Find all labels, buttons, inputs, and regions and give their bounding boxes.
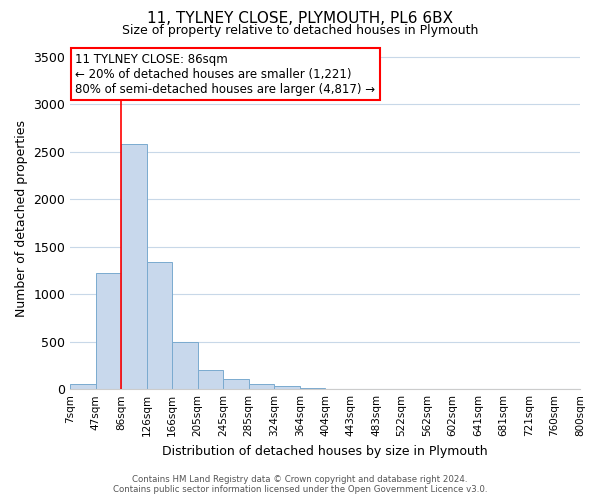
Bar [274, 386, 299, 389]
Bar [96, 273, 121, 389]
Text: Contains HM Land Registry data © Crown copyright and database right 2024.
Contai: Contains HM Land Registry data © Crown c… [113, 474, 487, 494]
Y-axis label: Number of detached properties: Number of detached properties [15, 120, 28, 317]
Text: 11, TYLNEY CLOSE, PLYMOUTH, PL6 6BX: 11, TYLNEY CLOSE, PLYMOUTH, PL6 6BX [147, 11, 453, 26]
Text: 11 TYLNEY CLOSE: 86sqm
← 20% of detached houses are smaller (1,221)
80% of semi-: 11 TYLNEY CLOSE: 86sqm ← 20% of detached… [76, 52, 376, 96]
X-axis label: Distribution of detached houses by size in Plymouth: Distribution of detached houses by size … [163, 444, 488, 458]
Bar [248, 384, 274, 389]
Bar [121, 144, 147, 389]
Bar [223, 378, 248, 389]
Text: Size of property relative to detached houses in Plymouth: Size of property relative to detached ho… [122, 24, 478, 37]
Bar [198, 370, 223, 389]
Bar [70, 384, 96, 389]
Bar [299, 388, 325, 389]
Bar [172, 342, 198, 389]
Bar [147, 262, 172, 389]
